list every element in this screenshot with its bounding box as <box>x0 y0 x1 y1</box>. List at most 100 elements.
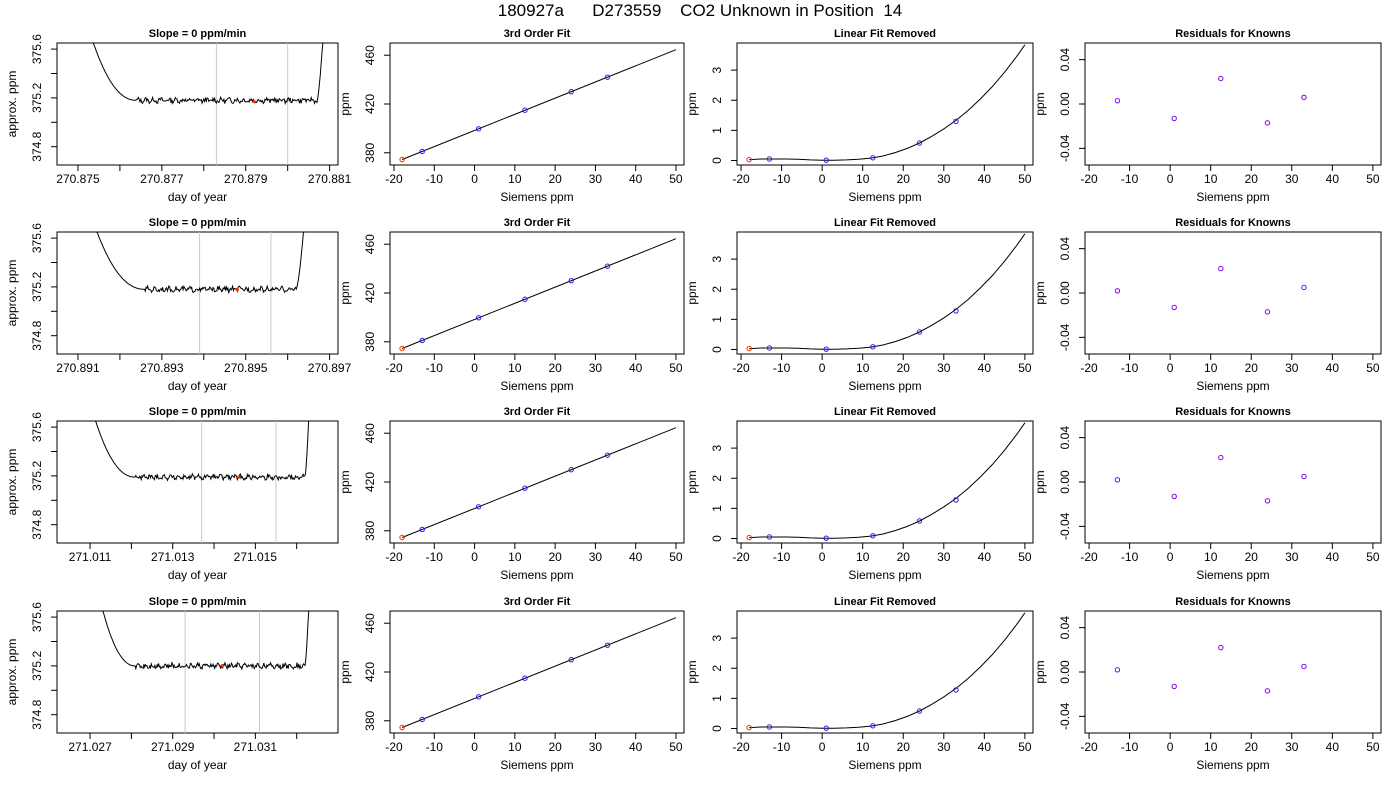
x-tick-label: 30 <box>937 361 951 375</box>
x-tick-label: -10 <box>1121 550 1139 564</box>
y-tick-label: 3 <box>710 66 724 73</box>
x-tick-label: -20 <box>385 740 403 754</box>
x-tick-label: -20 <box>1080 172 1098 186</box>
known-standard-point <box>604 452 611 458</box>
page-title: 180927a D273559 CO2 Unknown in Position … <box>497 1 903 20</box>
known-standard-point <box>916 708 923 714</box>
plot-frame <box>1084 231 1382 355</box>
x-tick-label: 20 <box>1245 550 1259 564</box>
y-tick-label: 0 <box>710 535 724 542</box>
fit-line <box>401 238 677 349</box>
x-tick-label: 0 <box>1167 550 1174 564</box>
fit-line <box>401 49 677 160</box>
x-tick-label: -10 <box>426 361 444 375</box>
x-tick-label: 10 <box>508 550 522 564</box>
known-standard-point <box>823 535 829 541</box>
x-axis-label: Siemens ppm <box>500 190 573 204</box>
x-tick-label: 10 <box>508 172 522 186</box>
x-tick-label: 20 <box>897 550 911 564</box>
y-axis-label: approx. ppm <box>5 71 19 138</box>
chart-panel: Slope = 0 ppm/min day of year approx. ppm 2… <box>5 596 339 772</box>
x-tick-label: -20 <box>1080 550 1098 564</box>
y-tick-label: 374.8 <box>30 320 44 350</box>
sample-mean-point <box>235 287 239 291</box>
x-tick-label: -20 <box>1080 361 1098 375</box>
x-axis-label: Siemens ppm <box>1196 758 1269 772</box>
x-tick-label: 50 <box>1366 172 1380 186</box>
known-standard-point <box>568 466 574 473</box>
known-standard-point <box>870 723 876 729</box>
x-tick-label: 0 <box>819 740 826 754</box>
x-tick-label: 20 <box>548 550 562 564</box>
y-tick-label: 420 <box>363 94 377 114</box>
known-standard-point <box>419 337 425 344</box>
x-tick-label: 10 <box>1204 740 1218 754</box>
known-standard-point <box>522 107 528 113</box>
x-tick-label: 10 <box>1204 550 1218 564</box>
y-tick-label: -0.04 <box>1058 512 1072 540</box>
chart-title: Linear Fit Removed <box>834 217 936 229</box>
chart-panel: Slope = 0 ppm/min day of year approx. ppm 2… <box>5 406 339 582</box>
x-tick-label: 270.881 <box>308 172 352 186</box>
x-tick-label: -10 <box>773 172 791 186</box>
y-axis-label: ppm <box>685 281 699 304</box>
chart-title: 3rd Order Fit <box>504 406 571 418</box>
x-tick-label: -10 <box>426 550 444 564</box>
plot-frame <box>736 231 1034 355</box>
x-tick-label: 10 <box>508 740 522 754</box>
x-tick-label: 30 <box>589 550 603 564</box>
x-tick-label: 10 <box>856 550 870 564</box>
x-tick-label: 270.879 <box>224 172 268 186</box>
x-tick-label: 40 <box>629 172 643 186</box>
plot-frame <box>736 420 1034 544</box>
chart-title: Slope = 0 ppm/min <box>149 28 247 40</box>
x-tick-label: 40 <box>978 740 992 754</box>
unknown-sample-point <box>746 724 752 731</box>
x-tick-label: -20 <box>732 550 750 564</box>
y-tick-label: 375.2 <box>30 83 44 113</box>
x-tick-label: 50 <box>1366 361 1380 375</box>
y-tick-label: -0.04 <box>1058 702 1072 730</box>
x-tick-label: 0 <box>819 172 826 186</box>
plot-frame <box>736 610 1034 734</box>
fit-line <box>401 617 677 728</box>
plot-frame <box>56 610 339 734</box>
x-tick-label: 20 <box>548 172 562 186</box>
x-tick-label: -10 <box>1121 740 1139 754</box>
y-tick-label: 0.04 <box>1058 237 1072 261</box>
chart-panel: Slope = 0 ppm/min day of year approx. ppm 2… <box>5 28 352 204</box>
x-axis-label: day of year <box>168 758 227 772</box>
x-tick-label: 50 <box>669 740 683 754</box>
x-tick-label: 30 <box>589 361 603 375</box>
known-standard-point <box>916 518 923 524</box>
unknown-sample-point <box>746 156 752 163</box>
x-tick-label: -10 <box>773 550 791 564</box>
known-standard-point <box>916 329 923 335</box>
x-tick-label: 30 <box>589 740 603 754</box>
residual-point <box>1114 97 1121 104</box>
chart-title: Slope = 0 ppm/min <box>149 596 247 608</box>
x-axis-label: Siemens ppm <box>1196 568 1269 582</box>
known-standard-point <box>766 534 773 540</box>
known-standard-point <box>419 526 425 533</box>
y-tick-label: 3 <box>710 255 724 262</box>
y-axis-label: ppm <box>1033 660 1047 683</box>
known-standard-point <box>419 148 425 155</box>
y-tick-label: 420 <box>363 472 377 492</box>
chart-title: Residuals for Knowns <box>1175 406 1291 418</box>
plot-frame <box>736 42 1034 166</box>
chart-title: Linear Fit Removed <box>834 28 936 40</box>
x-tick-label: 270.877 <box>140 172 184 186</box>
known-standard-point <box>475 315 482 321</box>
residual-point <box>1264 309 1271 315</box>
y-tick-label: -0.04 <box>1058 323 1072 351</box>
y-tick-label: 0.04 <box>1058 616 1072 640</box>
x-tick-label: 30 <box>937 740 951 754</box>
x-tick-label: 50 <box>1366 550 1380 564</box>
x-axis-label: Siemens ppm <box>848 190 921 204</box>
unknown-sample-point <box>399 345 405 352</box>
x-axis-label: day of year <box>168 190 227 204</box>
known-standard-point <box>604 74 611 80</box>
chart-title: 3rd Order Fit <box>504 28 571 40</box>
known-standard-point <box>823 725 829 731</box>
